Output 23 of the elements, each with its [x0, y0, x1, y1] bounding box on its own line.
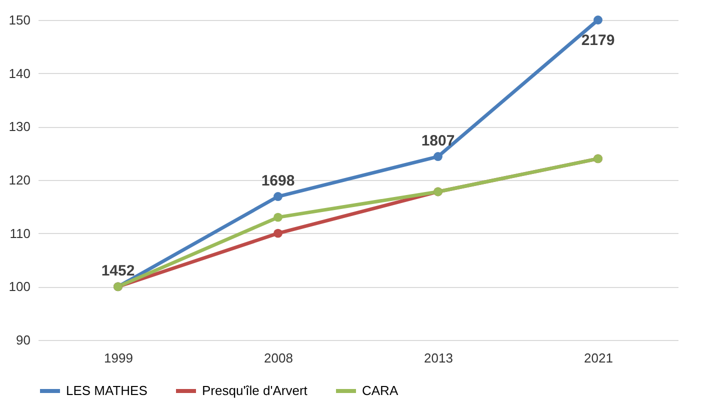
- y-tick-label: 140: [8, 66, 30, 81]
- annotation: 1807: [421, 132, 455, 150]
- point: [274, 212, 282, 222]
- point: [274, 192, 282, 201]
- y-tick-label: 130: [8, 119, 30, 134]
- y-tick-label: 110: [10, 226, 30, 241]
- annotation: 1452: [101, 262, 135, 280]
- y-tick-label: 100: [8, 279, 30, 294]
- legend-label: LES MATHES: [66, 383, 148, 398]
- point: [594, 16, 602, 24]
- y-tick-label: 120: [8, 172, 30, 188]
- legend-label: CARA: [362, 383, 398, 398]
- y-tick-label: 90: [16, 332, 30, 348]
- x-tick-label: 2013: [424, 350, 453, 366]
- annotation: 2179: [581, 32, 615, 49]
- x-tick-label: 1999: [104, 350, 133, 366]
- x-tick-label: 2008: [264, 350, 293, 366]
- annotation: 1698: [261, 172, 295, 190]
- x-tick-label: 2021: [584, 350, 613, 366]
- point: [434, 152, 442, 161]
- legend-label: Presqu'île d'Arvert: [202, 383, 308, 398]
- y-tick-label: 150: [8, 12, 30, 28]
- point: [274, 228, 282, 238]
